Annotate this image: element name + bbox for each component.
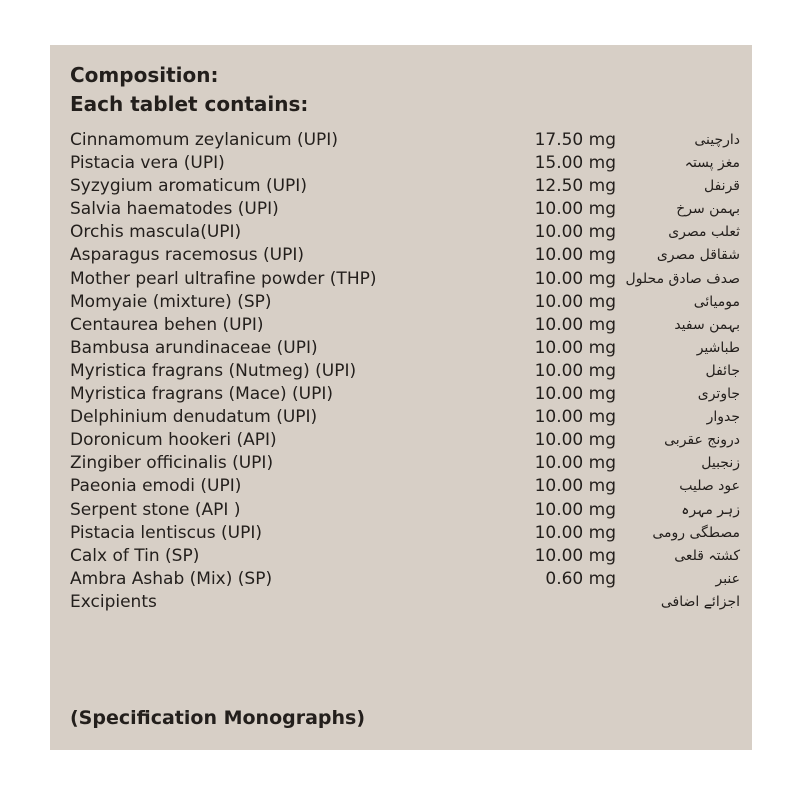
- ingredient-row: Pistacia lentiscus (UPI) 10.00 mg مصطگی …: [50, 522, 752, 545]
- ingredient-name: Centaurea behen (UPI): [70, 314, 264, 335]
- ingredient-urdu-name: جدوار: [706, 409, 740, 426]
- ingredient-urdu-name: شقاقل مصری: [656, 247, 740, 264]
- ingredient-row: Serpent stone (API ) 10.00 mg زہر مہرہ: [50, 499, 752, 522]
- ingredient-name: Delphinium denudatum (UPI): [70, 407, 318, 428]
- ingredient-amount: 10.00 mg: [534, 337, 616, 358]
- ingredient-urdu-name: مومیائی: [693, 293, 740, 310]
- ingredient-name: Pistacia vera (UPI): [70, 153, 225, 174]
- ingredient-name: Bambusa arundinaceae (UPI): [70, 337, 318, 358]
- composition-heading: Composition:: [70, 63, 219, 87]
- ingredient-urdu-name: طباشیر: [696, 339, 740, 356]
- ingredient-amount: 10.00 mg: [534, 453, 616, 474]
- ingredient-amount: 10.00 mg: [534, 360, 616, 381]
- ingredient-amount: 10.00 mg: [534, 476, 616, 497]
- ingredient-row: Calx of Tin (SP) 10.00 mg کشتہ قلعی: [50, 545, 752, 568]
- ingredient-row: Doronicum hookeri (API) 10.00 mg درونج ع…: [50, 429, 752, 452]
- ingredient-amount: 10.00 mg: [534, 545, 616, 566]
- ingredient-amount: 12.50 mg: [534, 176, 616, 197]
- ingredient-name: Serpent stone (API ): [70, 499, 241, 520]
- ingredient-row: Excipients اجزائے اضافی: [50, 591, 752, 614]
- ingredient-urdu-name: دارچینی: [694, 132, 740, 148]
- ingredient-urdu-name: عود صلیب: [679, 478, 740, 495]
- ingredient-amount: 10.00 mg: [534, 291, 616, 312]
- ingredient-row: Orchis mascula(UPI) 10.00 mg ثعلب مصری: [50, 221, 752, 244]
- ingredient-amount: 15.00 mg: [534, 153, 616, 174]
- ingredient-name: Asparagus racemosus (UPI): [70, 245, 304, 266]
- ingredient-urdu-name: عنبر: [715, 570, 740, 587]
- ingredient-amount: 10.00 mg: [534, 430, 616, 451]
- ingredient-name: Ambra Ashab (Mix) (SP): [70, 568, 273, 589]
- ingredient-row: Cinnamomum zeylanicum (UPI) 17.50 mg دار…: [50, 129, 752, 152]
- ingredient-row: Momyaie (mixture) (SP) 10.00 mg مومیائی: [50, 291, 752, 314]
- ingredient-row: Syzygium aromaticum (UPI) 12.50 mg قرنفل: [50, 175, 752, 198]
- ingredient-name: Doronicum hookeri (API): [70, 430, 277, 451]
- ingredient-urdu-name: قرنفل: [704, 178, 740, 195]
- ingredient-urdu-name: اجزائے اضافی: [660, 593, 740, 610]
- ingredient-amount: 10.00 mg: [534, 199, 616, 220]
- ingredient-urdu-name: مصطگی رومی: [652, 524, 740, 541]
- ingredient-urdu-name: کشتہ قلعی: [674, 547, 740, 564]
- ingredient-amount: 10.00 mg: [534, 245, 616, 266]
- ingredient-name: Myristica fragrans (Mace) (UPI): [70, 384, 334, 405]
- ingredient-urdu-name: زنجبیل: [701, 455, 740, 472]
- ingredient-row: Myristica fragrans (Nutmeg) (UPI) 10.00 …: [50, 360, 752, 383]
- ingredient-name: Pistacia lentiscus (UPI): [70, 522, 262, 543]
- ingredient-amount: 10.00 mg: [534, 522, 616, 543]
- ingredient-name: Cinnamomum zeylanicum (UPI): [70, 130, 338, 150]
- ingredient-row: Myristica fragrans (Mace) (UPI) 10.00 mg…: [50, 383, 752, 406]
- ingredient-amount: 10.00 mg: [534, 314, 616, 335]
- ingredient-name: Mother pearl ultrafine powder (THP): [70, 268, 377, 289]
- ingredient-list: Cinnamomum zeylanicum (UPI) 17.50 mg دار…: [50, 129, 752, 614]
- each-tablet-heading: Each tablet contains:: [70, 92, 309, 116]
- specification-footnote: (Specification Monographs): [70, 707, 366, 729]
- ingredient-urdu-name: ثعلب مصری: [668, 224, 740, 241]
- ingredient-amount: 17.50 mg: [534, 130, 616, 150]
- ingredient-urdu-name: صدف صادق محلول: [625, 270, 740, 287]
- ingredient-urdu-name: جاوتری: [697, 386, 740, 403]
- ingredient-amount: 10.00 mg: [534, 268, 616, 289]
- ingredient-urdu-name: درونج عقربی: [664, 432, 740, 449]
- ingredient-name: Paeonia emodi (UPI): [70, 476, 242, 497]
- ingredient-name: Zingiber officinalis (UPI): [70, 453, 274, 474]
- ingredient-row: Salvia haematodes (UPI) 10.00 mg بہمن سر…: [50, 198, 752, 221]
- ingredient-row: Centaurea behen (UPI) 10.00 mg بہمن سفید: [50, 314, 752, 337]
- ingredient-urdu-name: بہمن سرخ: [676, 201, 740, 218]
- ingredient-name: Orchis mascula(UPI): [70, 222, 242, 243]
- ingredient-urdu-name: زہر مہرہ: [681, 501, 740, 518]
- ingredient-amount: 10.00 mg: [534, 384, 616, 405]
- ingredient-row: Paeonia emodi (UPI) 10.00 mg عود صلیب: [50, 475, 752, 498]
- ingredient-urdu-name: جائفل: [705, 362, 740, 379]
- ingredient-urdu-name: مغز پستہ: [684, 155, 740, 172]
- ingredient-row: Ambra Ashab (Mix) (SP) 0.60 mg عنبر: [50, 568, 752, 591]
- ingredient-amount: 0.60 mg: [545, 568, 616, 589]
- ingredient-row: Zingiber officinalis (UPI) 10.00 mg زنجب…: [50, 452, 752, 475]
- ingredient-name: Salvia haematodes (UPI): [70, 199, 279, 220]
- ingredient-row: Asparagus racemosus (UPI) 10.00 mg شقاقل…: [50, 244, 752, 267]
- ingredient-name: Myristica fragrans (Nutmeg) (UPI): [70, 360, 357, 381]
- ingredient-row: Delphinium denudatum (UPI) 10.00 mg جدوا…: [50, 406, 752, 429]
- ingredient-name: Syzygium aromaticum (UPI): [70, 176, 307, 197]
- ingredient-row: Pistacia vera (UPI) 15.00 mg مغز پستہ: [50, 152, 752, 175]
- ingredient-name: Excipients: [70, 591, 157, 612]
- ingredient-name: Momyaie (mixture) (SP): [70, 291, 272, 312]
- ingredient-amount: 10.00 mg: [534, 222, 616, 243]
- ingredient-name: Calx of Tin (SP): [70, 545, 200, 566]
- ingredient-urdu-name: بہمن سفید: [674, 316, 740, 333]
- ingredient-row: Mother pearl ultrafine powder (THP) 10.0…: [50, 268, 752, 291]
- ingredient-row: Bambusa arundinaceae (UPI) 10.00 mg طباش…: [50, 337, 752, 360]
- ingredient-amount: 10.00 mg: [534, 407, 616, 428]
- ingredient-amount: 10.00 mg: [534, 499, 616, 520]
- composition-label-panel: Composition: Each tablet contains: Cinna…: [50, 45, 752, 750]
